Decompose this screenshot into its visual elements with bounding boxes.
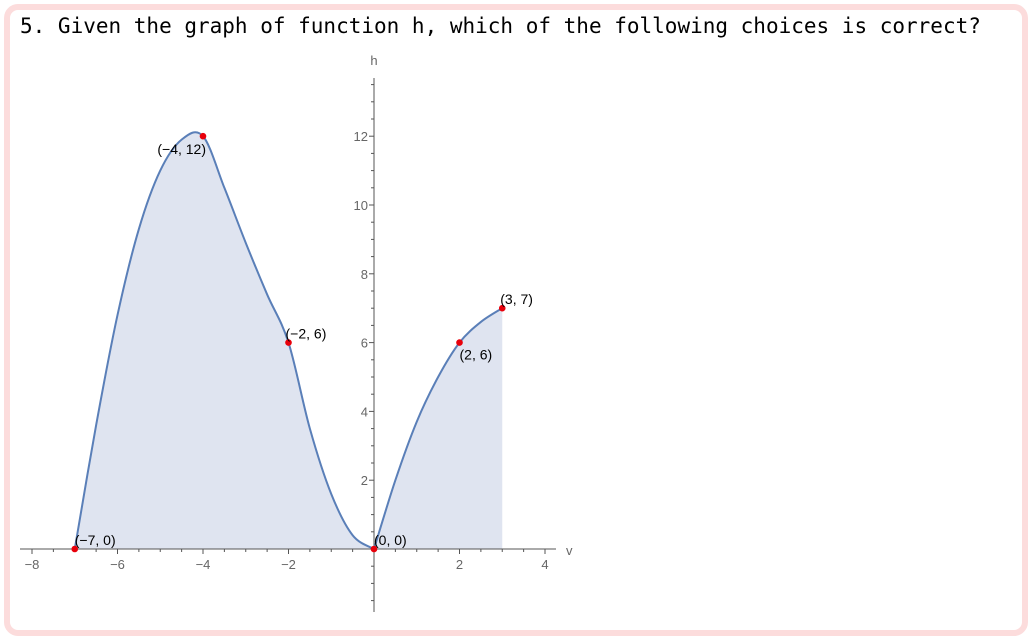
key-point — [498, 304, 506, 312]
point-label: (−7, 0) — [75, 532, 116, 548]
point-label: (−4, 12) — [157, 141, 206, 157]
x-tick-label: −8 — [25, 557, 40, 572]
x-tick-label: −2 — [281, 557, 296, 572]
x-tick-label: −6 — [110, 557, 125, 572]
x-axis-label: v — [566, 543, 573, 558]
x-tick-label: 4 — [541, 557, 548, 572]
y-tick-label: 8 — [361, 267, 368, 282]
key-point — [71, 545, 79, 553]
point-label: (−2, 6) — [286, 326, 327, 342]
key-point — [456, 339, 463, 346]
y-tick-label: 10 — [354, 198, 368, 213]
y-axis-label: h — [370, 53, 377, 68]
key-point — [285, 339, 292, 346]
y-tick-label: 12 — [354, 129, 368, 144]
point-label: (3, 7) — [500, 291, 533, 307]
y-tick-label: 2 — [361, 473, 368, 488]
question-text: 5. Given the graph of function h, which … — [20, 14, 981, 38]
key-point — [199, 132, 207, 140]
y-tick-label: 6 — [361, 336, 368, 351]
key-point — [370, 545, 378, 553]
point-label: (0, 0) — [374, 532, 407, 548]
point-label: (2, 6) — [460, 347, 493, 363]
x-tick-label: 2 — [456, 557, 463, 572]
area-fill-2 — [374, 308, 503, 549]
x-tick-label: −4 — [196, 557, 211, 572]
curve-segment-1 — [73, 131, 375, 550]
y-tick-label: 4 — [361, 404, 368, 419]
area-fill-1 — [74, 132, 374, 550]
curve-segment-2 — [373, 307, 503, 550]
